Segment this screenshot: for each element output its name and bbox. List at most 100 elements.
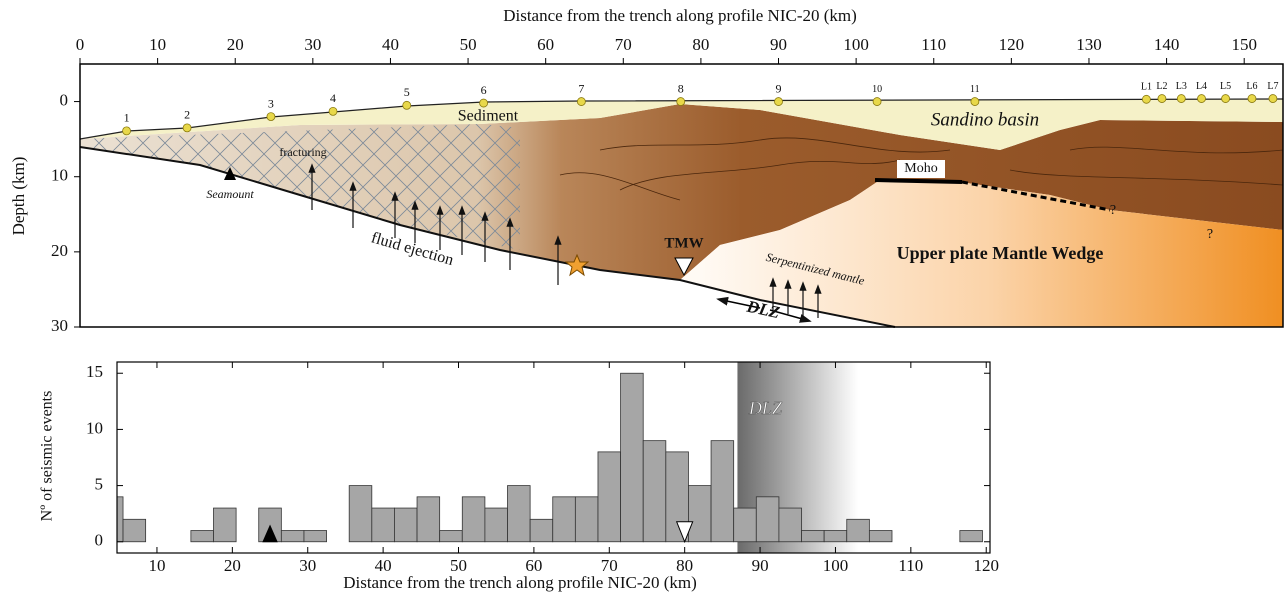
bar bbox=[823, 530, 848, 543]
tmw-symbol bbox=[674, 257, 694, 277]
mantle-wedge bbox=[680, 180, 1283, 327]
histogram-bars bbox=[117, 362, 983, 553]
bar bbox=[507, 485, 531, 543]
annotation: Sandino basin bbox=[931, 109, 1039, 130]
fractured-zone bbox=[80, 124, 520, 250]
bar bbox=[778, 507, 802, 543]
x-tick-label: 10 bbox=[148, 556, 165, 575]
station bbox=[266, 112, 276, 121]
y-tick-label: 10 bbox=[86, 418, 103, 437]
station bbox=[1142, 94, 1151, 104]
station bbox=[479, 98, 488, 108]
bar bbox=[439, 530, 463, 543]
station-label: 3 bbox=[268, 96, 274, 110]
bar bbox=[117, 496, 124, 543]
sediment bbox=[80, 99, 1283, 150]
x-tick-label: 90 bbox=[770, 35, 787, 54]
bar bbox=[303, 530, 327, 543]
y-tick-label: 5 bbox=[95, 474, 104, 493]
x-tick-label: 30 bbox=[304, 35, 321, 54]
annotation: ? bbox=[1110, 203, 1116, 218]
annotation: Upper plate Mantle Wedge bbox=[897, 243, 1104, 263]
bar bbox=[868, 530, 893, 543]
station-label: L3 bbox=[1176, 81, 1187, 92]
bar bbox=[688, 485, 712, 543]
y-tick-label: 15 bbox=[86, 362, 103, 381]
dlz-band-label: DLZ bbox=[748, 398, 783, 418]
x-tick-label: 50 bbox=[460, 35, 477, 54]
bar bbox=[484, 507, 508, 543]
x-tick-label: 150 bbox=[1231, 35, 1257, 54]
bar bbox=[529, 518, 554, 543]
bar bbox=[846, 518, 870, 543]
station-label: L4 bbox=[1196, 81, 1207, 92]
internal-reflectors bbox=[559, 137, 1284, 201]
y-tick-label: 10 bbox=[51, 166, 68, 185]
annotation: Sediment bbox=[458, 108, 519, 125]
bar bbox=[755, 496, 780, 543]
annotation: Moho bbox=[904, 161, 937, 176]
plot-frame bbox=[116, 361, 991, 554]
x-tick-label: 80 bbox=[692, 35, 709, 54]
station-label: 7 bbox=[578, 81, 584, 95]
station-label: L6 bbox=[1246, 81, 1257, 92]
x-tick-label: 90 bbox=[752, 556, 769, 575]
bar bbox=[710, 440, 735, 543]
bar bbox=[959, 530, 983, 543]
top-axis-title: Distance from the trench along profile N… bbox=[503, 6, 857, 25]
y-tick-label: 30 bbox=[51, 316, 68, 335]
station bbox=[328, 106, 338, 116]
x-tick-label: 10 bbox=[149, 35, 166, 54]
star bbox=[564, 253, 590, 277]
station-label: 2 bbox=[184, 108, 190, 122]
bar bbox=[552, 496, 576, 543]
x-tick-label: 80 bbox=[676, 556, 693, 575]
bar bbox=[416, 496, 441, 543]
station bbox=[774, 97, 783, 106]
x-tick-label: 40 bbox=[375, 556, 392, 575]
annotation: ? bbox=[1207, 227, 1213, 242]
station-label: L1 bbox=[1141, 82, 1152, 93]
bar bbox=[348, 485, 373, 543]
x-tick-label: 60 bbox=[525, 556, 542, 575]
dlz-arrow bbox=[716, 296, 812, 323]
bar bbox=[122, 518, 147, 543]
x-tick-label: 140 bbox=[1154, 35, 1180, 54]
bar bbox=[213, 507, 237, 543]
x-tick-label: 60 bbox=[537, 35, 554, 54]
marker-triangle bbox=[262, 524, 278, 543]
bar bbox=[574, 496, 599, 543]
x-tick-label: 100 bbox=[843, 35, 869, 54]
station bbox=[1197, 94, 1206, 103]
station-label: 1 bbox=[124, 111, 130, 125]
station-label: L5 bbox=[1220, 81, 1231, 92]
station-label: 11 bbox=[970, 84, 980, 95]
station-label: L7 bbox=[1267, 81, 1278, 92]
station bbox=[1247, 94, 1257, 103]
station-label: 9 bbox=[776, 81, 782, 95]
y-tick-label: 20 bbox=[51, 241, 68, 260]
station bbox=[402, 100, 412, 110]
plot-frame bbox=[79, 63, 1284, 328]
bar bbox=[394, 507, 418, 543]
y-tick-label: 0 bbox=[60, 90, 69, 109]
station bbox=[1157, 94, 1167, 103]
station-label: 4 bbox=[330, 91, 336, 105]
arrows bbox=[308, 163, 822, 318]
station bbox=[576, 97, 586, 106]
station-label: 5 bbox=[404, 85, 410, 99]
moho-box bbox=[897, 160, 945, 178]
bar bbox=[371, 507, 395, 543]
x-tick-label: 20 bbox=[224, 556, 241, 575]
x-tick-label: 120 bbox=[999, 35, 1025, 54]
x-tick-label: 30 bbox=[299, 556, 316, 575]
y-axis-title: Nº of seismic events bbox=[39, 391, 56, 522]
x-tick-label: 20 bbox=[227, 35, 244, 54]
x-tick-label: 120 bbox=[973, 556, 999, 575]
geology bbox=[79, 64, 1284, 328]
bar bbox=[461, 496, 486, 543]
annotation: fracturing bbox=[279, 145, 326, 159]
bar bbox=[642, 440, 667, 543]
x-tick-label: 100 bbox=[823, 556, 849, 575]
